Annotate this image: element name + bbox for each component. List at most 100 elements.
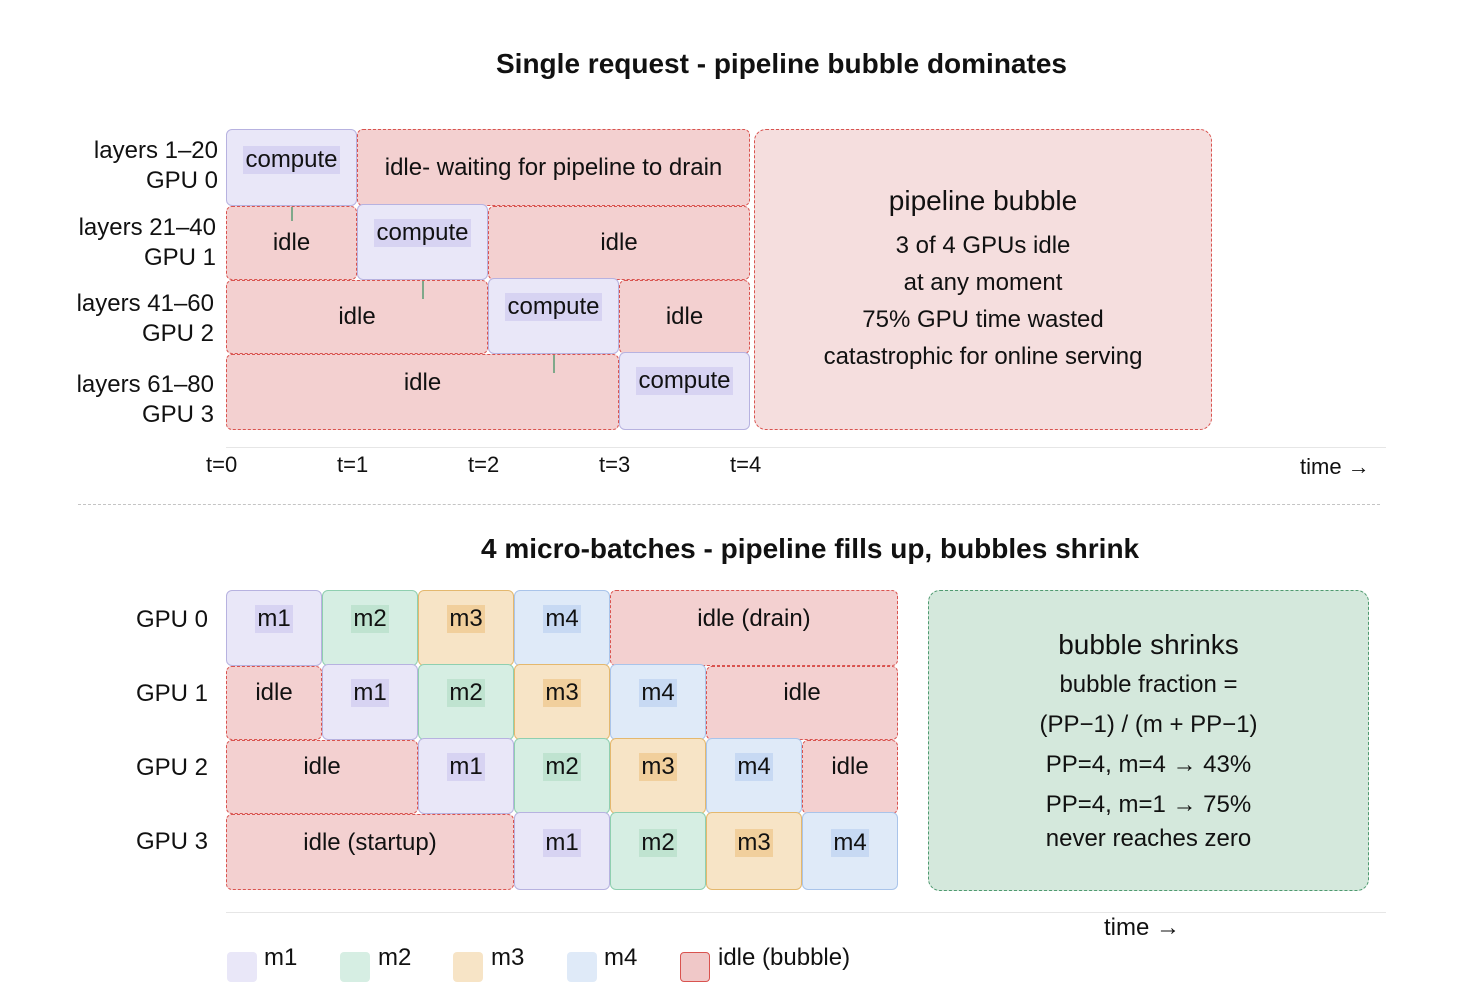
gpu0-idle-drain: idle- waiting for pipeline to drain xyxy=(357,129,750,206)
idle-label: idle xyxy=(665,303,704,330)
legend-label: m3 xyxy=(491,944,525,971)
gpu2-m3: m3 xyxy=(610,738,706,814)
timeline-axis xyxy=(226,447,1386,448)
row-label-gpu2: layers 41–60 GPU 2 xyxy=(77,289,214,349)
handoff-connector xyxy=(291,207,293,221)
micro-label: m4 xyxy=(831,829,869,857)
micro-label: m2 xyxy=(351,605,389,633)
tick-label: t=1 xyxy=(337,452,369,477)
gpu2-m1: m1 xyxy=(418,738,514,814)
gpu-label: GPU 1 xyxy=(135,680,208,707)
section-divider xyxy=(78,504,1380,505)
note-line: never reaches zero xyxy=(1045,824,1252,852)
note-line: at any moment xyxy=(903,268,1063,296)
note-line: PP=4, m=4 → 43% xyxy=(1045,750,1252,778)
compute-label: compute xyxy=(374,219,471,247)
idle-drain-label: idle- waiting for pipeline to drain xyxy=(384,153,723,181)
gpu2-idle-end: idle xyxy=(802,740,898,814)
idle-label: idle xyxy=(783,679,821,706)
row-label-gpu1: layers 21–40 GPU 1 xyxy=(79,213,216,273)
legend-swatch-m2 xyxy=(340,952,370,982)
row-label-gpu0: layers 1–20 GPU 0 xyxy=(94,136,218,196)
idle-label: idle (drain) xyxy=(697,605,811,632)
gpu2-compute: compute xyxy=(488,278,619,354)
gpu1-compute: compute xyxy=(357,204,488,280)
micro-label: m3 xyxy=(447,605,485,633)
gpu0-m1: m1 xyxy=(226,590,322,666)
time-axis-label: time → xyxy=(1300,454,1370,479)
legend-label: m1 xyxy=(264,944,298,971)
gpu-label: GPU 2 xyxy=(135,754,208,781)
note-line: (PP−1) / (m + PP−1) xyxy=(1039,710,1258,738)
timeline-axis xyxy=(226,912,1386,913)
gpu3-idle-startup: idle (startup) xyxy=(226,814,514,890)
gpu1-m3: m3 xyxy=(514,664,610,740)
gpu2-m2: m2 xyxy=(514,738,610,814)
legend-swatch-idle xyxy=(680,952,710,982)
gpu0-m4: m4 xyxy=(514,590,610,666)
gpu2-m4: m4 xyxy=(706,738,802,814)
gpu1-idle-2: idle xyxy=(488,206,750,280)
gpu-label: GPU 1 xyxy=(143,244,216,271)
row-label-gpu3: layers 61–80 GPU 3 xyxy=(77,370,214,430)
note-line: catastrophic for online serving xyxy=(823,342,1143,370)
micro-label: m4 xyxy=(735,753,773,781)
note-line: bubble fraction = xyxy=(1059,670,1238,698)
gpu0-idle-drain: idle (drain) xyxy=(610,590,898,666)
legend-swatch-m3 xyxy=(453,952,483,982)
micro-label: m2 xyxy=(543,753,581,781)
note-heading: pipeline bubble xyxy=(888,184,1078,216)
legend-label: m2 xyxy=(378,944,412,971)
gpu-label: GPU 3 xyxy=(141,401,214,428)
section2-title: 4 micro-batches - pipeline fills up, bub… xyxy=(481,533,1140,564)
note-line: PP=4, m=1 → 75% xyxy=(1045,790,1252,818)
idle-label: idle xyxy=(272,229,311,256)
tick-label: t=4 xyxy=(730,452,762,477)
gpu1-m2: m2 xyxy=(418,664,514,740)
gpu1-idle-start: idle xyxy=(226,666,322,740)
micro-label: m3 xyxy=(543,679,581,707)
legend-swatch-m1 xyxy=(227,952,257,982)
note-heading: bubble shrinks xyxy=(1058,628,1239,660)
gpu3-idle: idle xyxy=(226,354,619,430)
handoff-connector xyxy=(422,281,424,299)
idle-label: idle xyxy=(303,753,341,780)
gpu2-idle-start: idle xyxy=(226,740,418,814)
gpu1-idle-end: idle xyxy=(706,666,898,740)
micro-label: m1 xyxy=(543,829,581,857)
idle-label: idle xyxy=(831,753,869,780)
gpu-label: GPU 0 xyxy=(145,167,218,194)
layers-label: layers 41–60 xyxy=(76,290,214,317)
gpu3-m4: m4 xyxy=(802,812,898,890)
micro-label: m1 xyxy=(447,753,485,781)
micro-label: m1 xyxy=(255,605,293,633)
pipeline-bubble-note: pipeline bubble 3 of 4 GPUs idle at any … xyxy=(754,129,1212,430)
bubble-shrinks-note: bubble shrinks bubble fraction = (PP−1) … xyxy=(928,590,1369,891)
compute-label: compute xyxy=(505,293,602,321)
note-line: 3 of 4 GPUs idle xyxy=(895,231,1071,259)
gpu-label: GPU 3 xyxy=(135,828,208,855)
gpu3-m1: m1 xyxy=(514,812,610,890)
micro-label: m1 xyxy=(351,679,389,707)
micro-label: m3 xyxy=(639,753,677,781)
handoff-connector xyxy=(553,355,555,373)
gpu-label: GPU 0 xyxy=(135,606,208,633)
gpu2-idle-2: idle xyxy=(619,280,750,354)
gpu3-m2: m2 xyxy=(610,812,706,890)
note-line: 75% GPU time wasted xyxy=(862,305,1104,333)
gpu0-m3: m3 xyxy=(418,590,514,666)
tick-label: t=2 xyxy=(468,452,500,477)
legend-label: m4 xyxy=(604,944,638,971)
idle-label: idle xyxy=(255,679,293,706)
micro-label: m4 xyxy=(543,605,581,633)
gpu0-m2: m2 xyxy=(322,590,418,666)
micro-label: m2 xyxy=(639,829,677,857)
micro-label: m4 xyxy=(639,679,677,707)
legend-swatch-m4 xyxy=(567,952,597,982)
gpu3-m3: m3 xyxy=(706,812,802,890)
gpu0-compute: compute xyxy=(226,129,357,206)
tick-label: t=3 xyxy=(599,452,631,477)
layers-label: layers 1–20 xyxy=(93,137,218,164)
idle-label: idle xyxy=(338,303,376,330)
gpu3-compute: compute xyxy=(619,352,750,430)
